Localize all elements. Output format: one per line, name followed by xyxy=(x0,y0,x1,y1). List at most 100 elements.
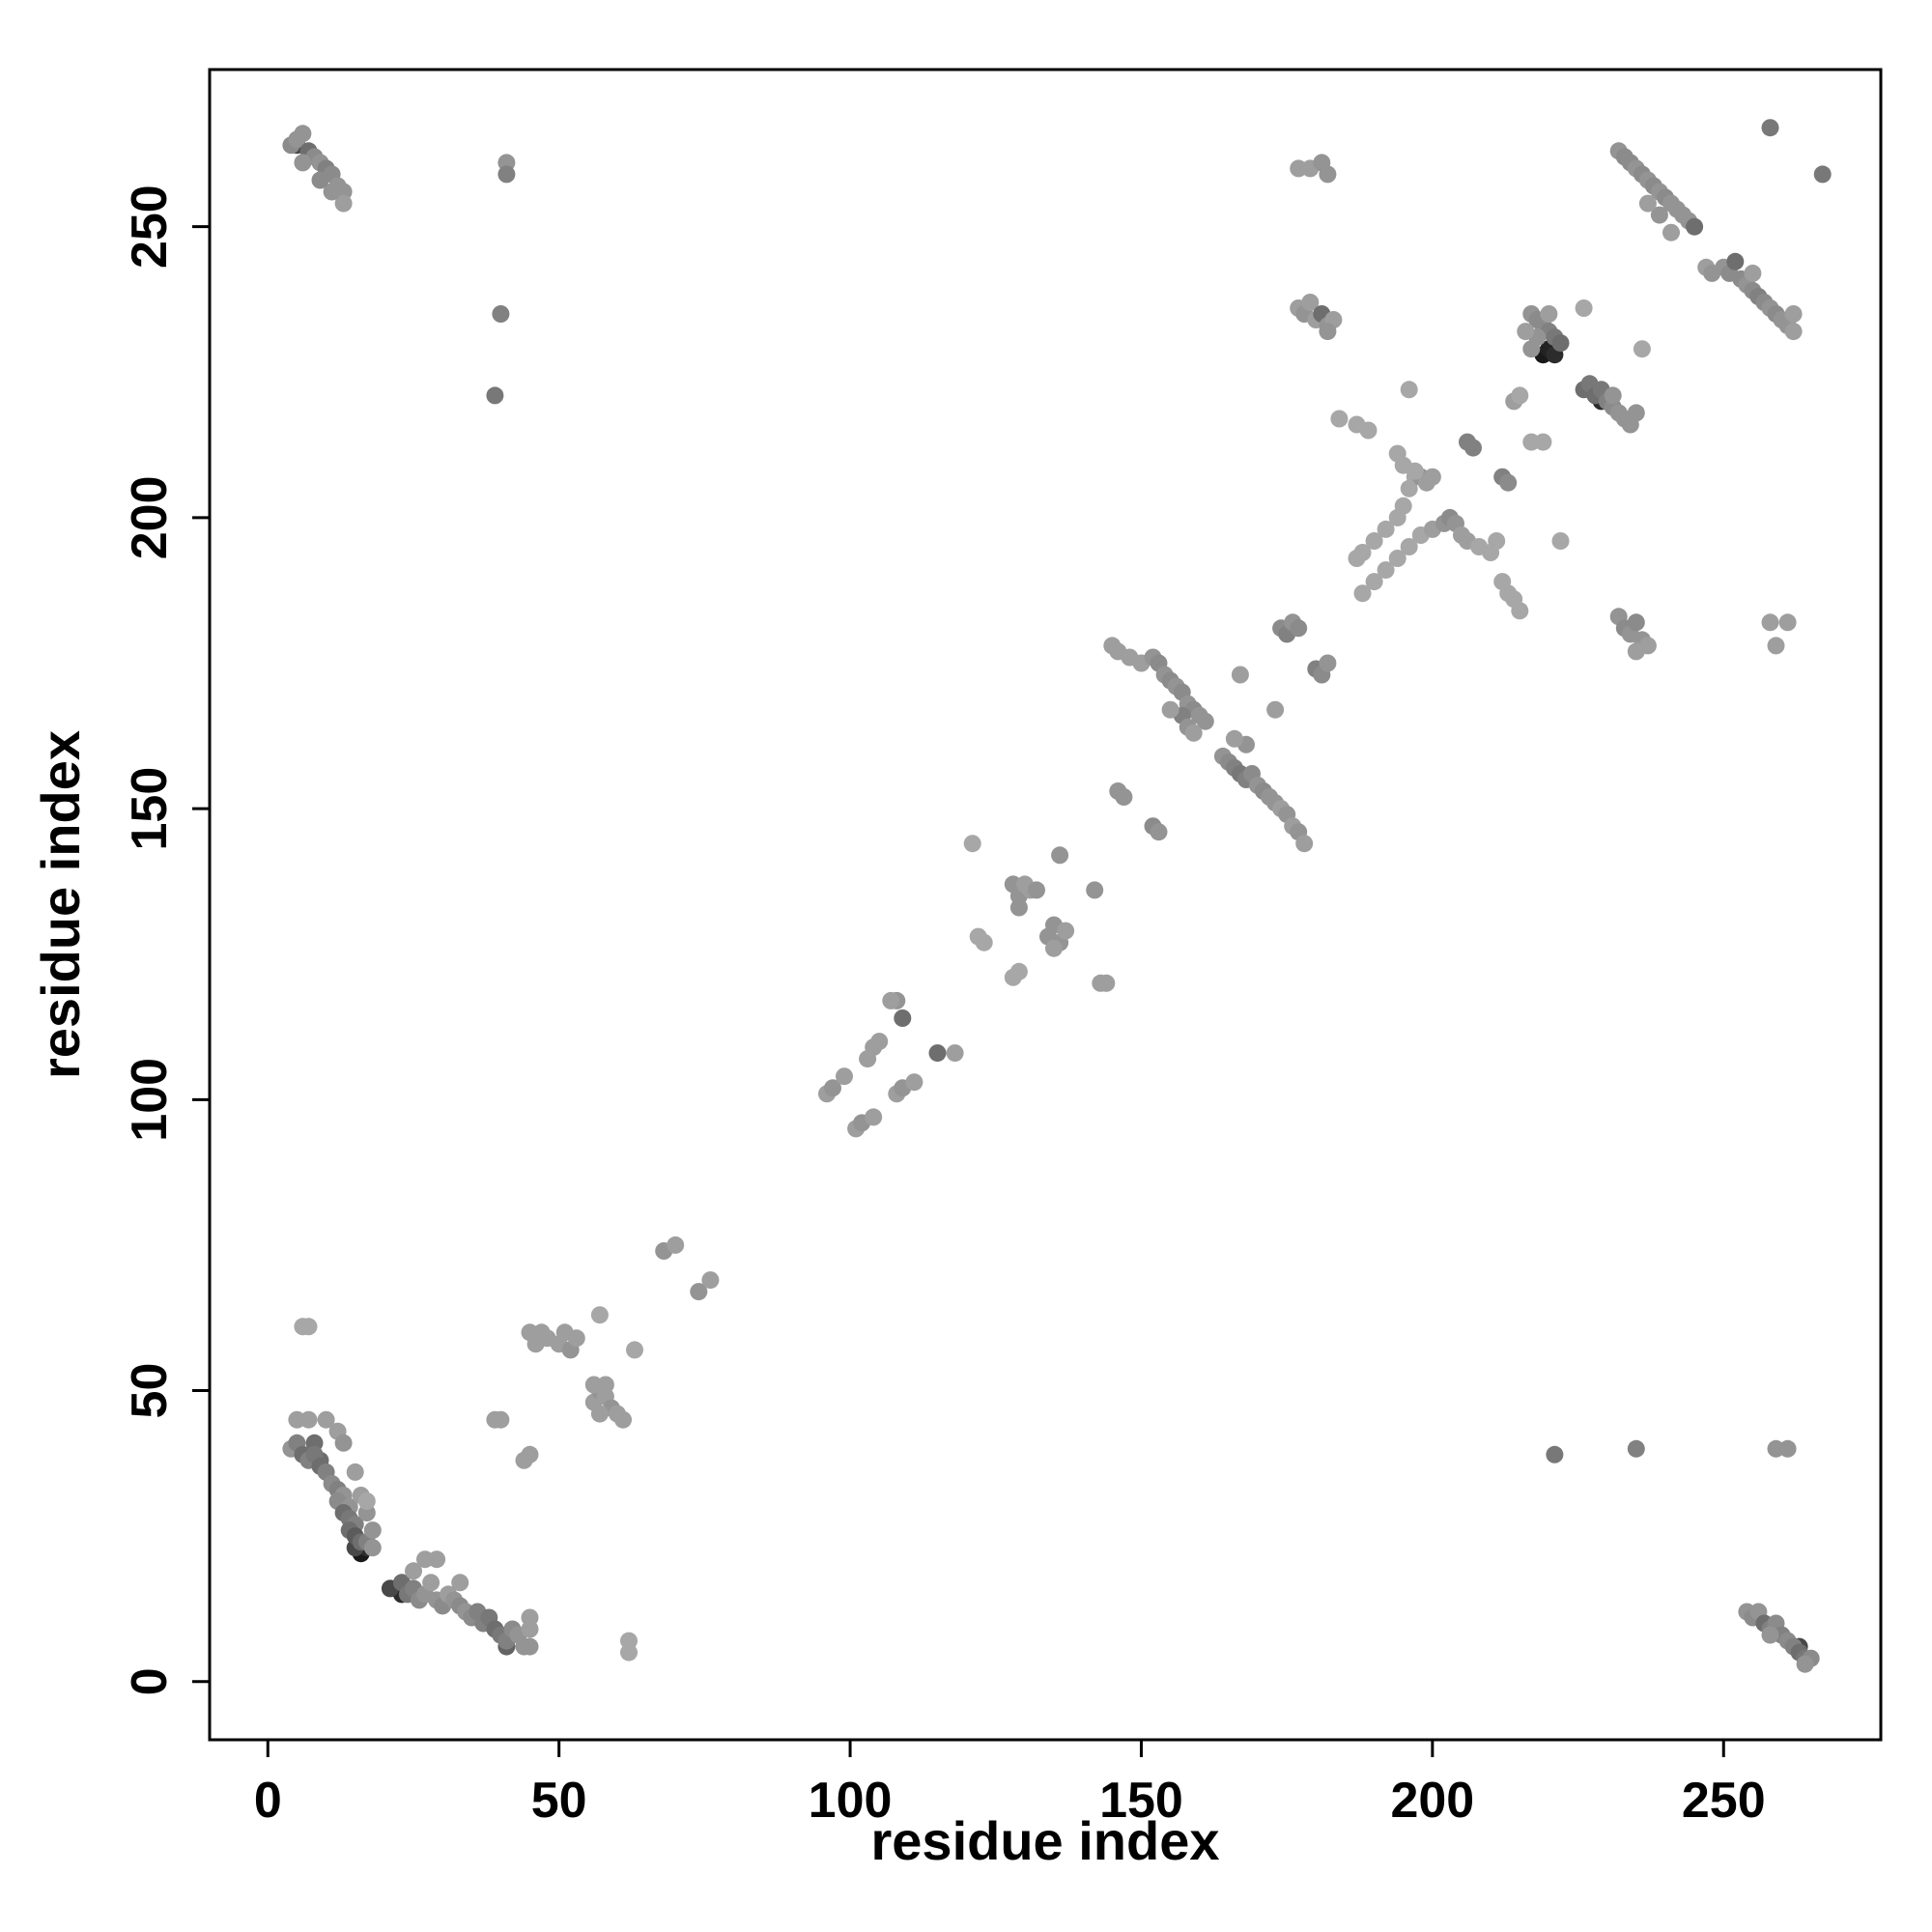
data-point xyxy=(824,1079,841,1097)
data-point xyxy=(1488,532,1506,550)
data-point xyxy=(1761,119,1779,137)
data-point xyxy=(1778,1439,1797,1458)
y-tick-label: 0 xyxy=(122,1667,178,1695)
data-point xyxy=(620,1643,638,1662)
data-point xyxy=(1813,165,1832,184)
data-point xyxy=(1784,305,1803,323)
data-point xyxy=(1540,305,1558,323)
data-point xyxy=(1009,962,1028,980)
x-axis: 0 50 100 150 200 250 xyxy=(254,1740,1766,1829)
data-point xyxy=(317,1410,335,1429)
y-tick-label: 150 xyxy=(122,767,178,851)
data-point xyxy=(1290,619,1308,638)
data-point xyxy=(1097,974,1116,992)
data-point xyxy=(894,1009,912,1027)
data-point xyxy=(1266,700,1285,719)
data-point xyxy=(334,194,353,213)
data-point xyxy=(299,1318,318,1336)
data-point xyxy=(1796,1655,1814,1673)
data-point xyxy=(882,991,900,1009)
data-point xyxy=(428,1550,446,1569)
data-point xyxy=(1551,334,1570,353)
data-point xyxy=(405,1562,422,1580)
data-point xyxy=(1767,637,1785,655)
data-point xyxy=(1604,386,1622,405)
data-point xyxy=(1196,712,1214,730)
data-point xyxy=(1330,410,1349,428)
data-point xyxy=(1150,823,1168,841)
data-point xyxy=(1388,550,1406,567)
y-tick-label: 100 xyxy=(122,1058,178,1142)
x-axis-label: residue index xyxy=(870,1810,1219,1871)
data-point xyxy=(1744,264,1762,282)
x-tick-label: 150 xyxy=(1099,1773,1183,1829)
data-point xyxy=(1627,404,1645,422)
y-tick-label: 50 xyxy=(122,1363,178,1419)
data-point xyxy=(963,835,981,853)
data-point xyxy=(1353,584,1372,603)
data-point xyxy=(567,1329,585,1348)
data-point xyxy=(667,1236,685,1254)
data-point xyxy=(1464,439,1482,457)
data-point xyxy=(1377,561,1395,580)
data-point xyxy=(1377,520,1395,538)
data-point xyxy=(1365,573,1383,591)
data-point xyxy=(836,1067,853,1086)
data-point xyxy=(1517,323,1535,341)
data-point xyxy=(590,1306,609,1324)
data-point xyxy=(346,1463,364,1481)
data-point xyxy=(975,933,993,952)
data-point xyxy=(497,165,516,184)
data-point xyxy=(357,1492,376,1510)
y-tick-label: 200 xyxy=(122,475,178,559)
data-point xyxy=(1365,532,1383,550)
data-point xyxy=(1086,881,1104,899)
data-point xyxy=(590,1405,609,1423)
data-point xyxy=(1499,473,1518,492)
data-point xyxy=(865,1108,883,1126)
data-point xyxy=(1633,340,1651,358)
y-axis: 0 50 100 150 200 250 xyxy=(122,185,210,1695)
data-point xyxy=(1009,898,1028,917)
data-point xyxy=(1505,590,1523,609)
data-point xyxy=(1575,299,1593,317)
data-point xyxy=(1051,846,1069,865)
data-point xyxy=(1231,666,1249,684)
x-tick-label: 50 xyxy=(531,1773,587,1829)
data-point xyxy=(1400,381,1418,399)
data-point xyxy=(1546,1445,1564,1463)
y-axis-label: residue index xyxy=(30,730,91,1079)
data-point xyxy=(521,1445,539,1463)
data-point xyxy=(1115,788,1133,806)
data-point xyxy=(701,1271,720,1290)
data-point xyxy=(690,1283,708,1301)
data-point xyxy=(1726,252,1745,270)
data-point xyxy=(451,1574,469,1592)
data-point xyxy=(526,1335,545,1353)
data-point xyxy=(1627,1439,1645,1458)
data-point xyxy=(1184,724,1203,742)
data-point xyxy=(1423,468,1441,486)
data-point xyxy=(294,154,312,172)
data-point xyxy=(1511,386,1529,405)
data-point xyxy=(1319,654,1337,672)
data-point xyxy=(1650,206,1668,224)
data-point xyxy=(1161,700,1179,719)
x-tick-label: 0 xyxy=(254,1773,282,1829)
data-point xyxy=(521,1608,539,1627)
data-point xyxy=(1522,340,1541,358)
data-point xyxy=(1057,922,1075,940)
data-point xyxy=(584,1376,603,1394)
data-point xyxy=(1295,835,1314,853)
plot-frame xyxy=(208,68,1883,1742)
data-point xyxy=(311,171,329,189)
data-point xyxy=(1301,294,1320,311)
data-point xyxy=(334,1434,353,1452)
data-point xyxy=(1028,881,1045,899)
x-tick-label: 250 xyxy=(1682,1773,1766,1829)
data-point xyxy=(492,305,510,323)
data-point xyxy=(1225,729,1243,748)
data-point xyxy=(1045,939,1063,957)
